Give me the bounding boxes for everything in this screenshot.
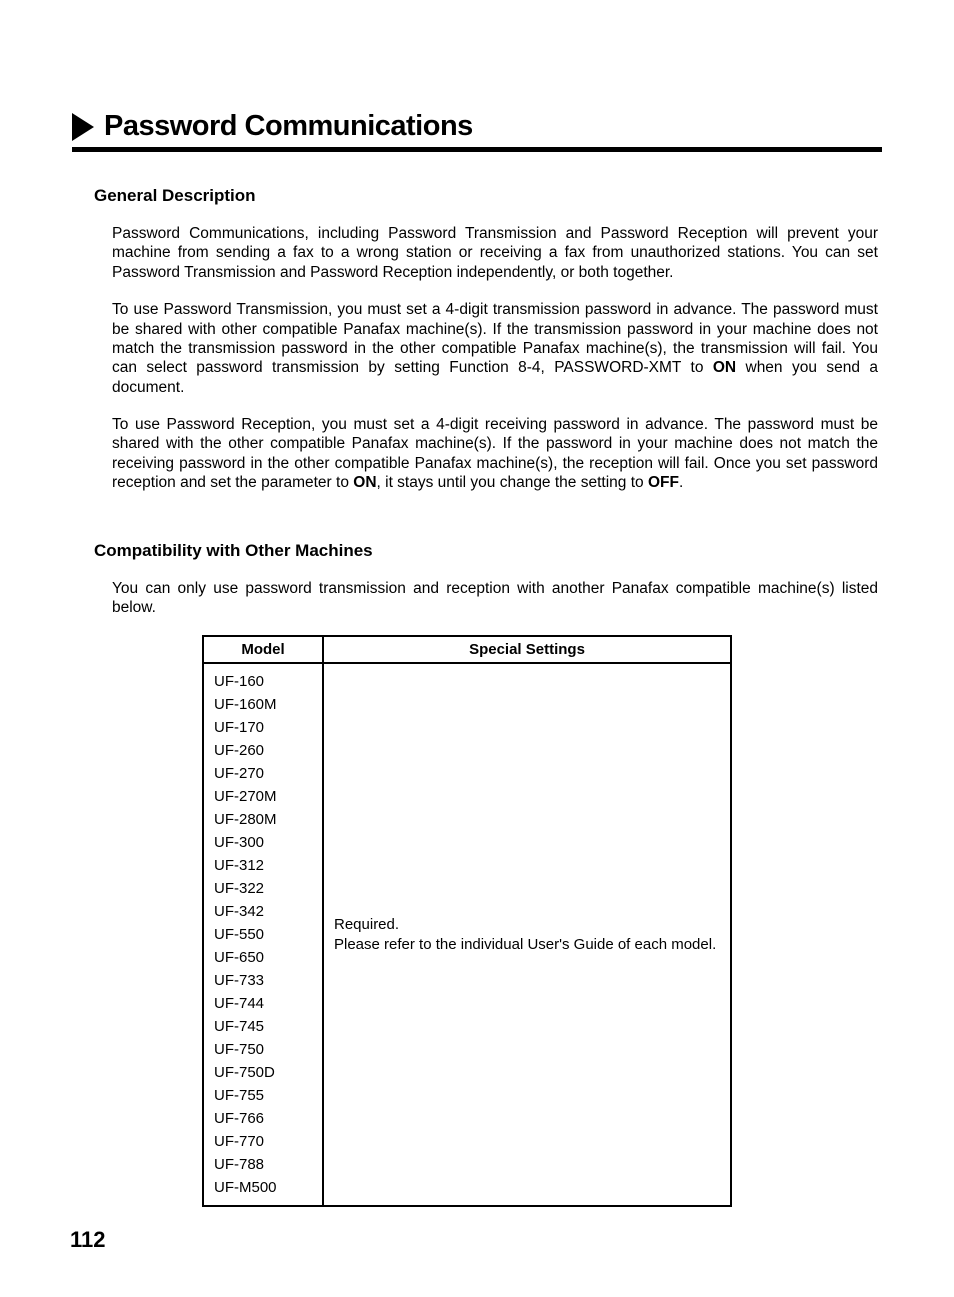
section-heading-general: General Description [94,186,882,206]
model-item: UF-770 [214,1130,312,1153]
model-item: UF-270M [214,785,312,808]
model-item: UF-550 [214,923,312,946]
model-item: UF-650 [214,946,312,969]
title-underline [72,147,882,152]
compat-table-wrap: Model Special Settings UF-160UF-160MUF-1… [202,635,882,1207]
model-item: UF-160 [214,670,312,693]
header-settings: Special Settings [323,636,731,663]
table-header-row: Model Special Settings [203,636,731,663]
model-item: UF-342 [214,900,312,923]
page-title: Password Communications [104,110,473,143]
general-para-1: Password Communications, including Passw… [112,224,878,282]
page-number: 112 [70,1227,106,1253]
section-heading-compat: Compatibility with Other Machines [94,541,882,561]
compat-table: Model Special Settings UF-160UF-160MUF-1… [202,635,732,1207]
settings-line: Required. [334,915,720,935]
p3-off: OFF [648,474,679,491]
model-item: UF-260 [214,739,312,762]
model-item: UF-755 [214,1084,312,1107]
model-item: UF-312 [214,854,312,877]
title-row: Password Communications [72,110,882,143]
model-item: UF-270 [214,762,312,785]
model-item: UF-160M [214,693,312,716]
model-item: UF-300 [214,831,312,854]
model-item: UF-733 [214,969,312,992]
general-para-3: To use Password Reception, you must set … [112,415,878,493]
model-item: UF-766 [214,1107,312,1130]
model-item: UF-280M [214,808,312,831]
p3-on: ON [353,474,376,491]
model-item: UF-170 [214,716,312,739]
settings-line: Please refer to the individual User's Gu… [334,935,720,955]
model-item: UF-M500 [214,1176,312,1199]
general-para-2: To use Password Transmission, you must s… [112,300,878,397]
settings-cell: Required.Please refer to the individual … [323,663,731,1206]
model-item: UF-750D [214,1061,312,1084]
models-cell: UF-160UF-160MUF-170UF-260UF-270UF-270MUF… [203,663,323,1206]
model-item: UF-788 [214,1153,312,1176]
p2-on: ON [713,359,736,376]
arrow-right-icon [72,113,94,141]
header-model: Model [203,636,323,663]
p3-text-b: , it stays until you change the setting … [377,474,648,491]
p3-text-c: . [679,474,683,491]
model-item: UF-322 [214,877,312,900]
compat-intro: You can only use password transmission a… [112,579,878,618]
model-item: UF-744 [214,992,312,1015]
model-item: UF-745 [214,1015,312,1038]
page: Password Communications General Descript… [0,0,954,1297]
table-row: UF-160UF-160MUF-170UF-260UF-270UF-270MUF… [203,663,731,1206]
model-item: UF-750 [214,1038,312,1061]
